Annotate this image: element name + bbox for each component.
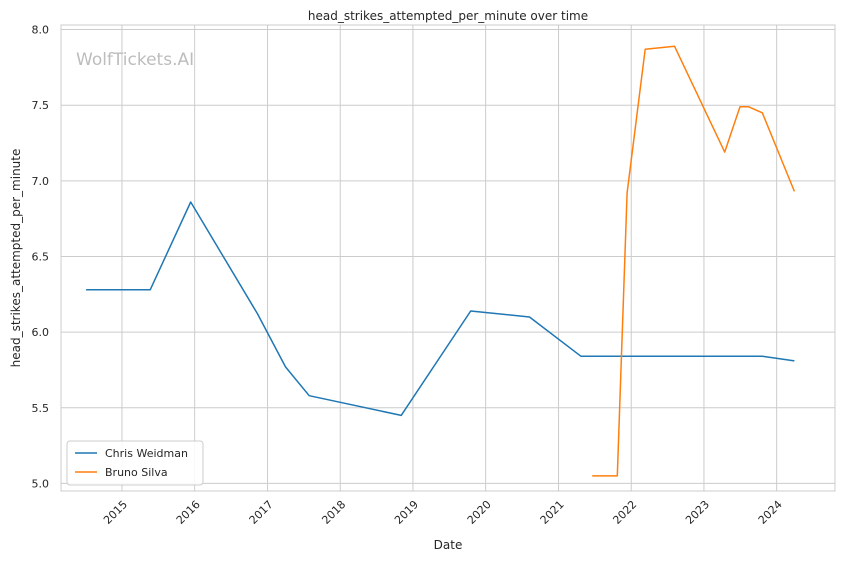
- legend-label-bruno-silva: Bruno Silva: [105, 466, 168, 479]
- y-axis-title: head_strikes_attempted_per_minute: [9, 149, 23, 368]
- y-tick-label: 7.0: [32, 175, 50, 188]
- y-tick-label: 7.5: [32, 99, 50, 112]
- grid-lines: [61, 25, 835, 491]
- y-tick-label: 5.5: [32, 402, 50, 415]
- watermark-text: WolfTickets.AI: [76, 50, 194, 70]
- series-line-chris-weidman: [86, 201, 795, 417]
- legend-label-chris-weidman: Chris Weidman: [105, 447, 188, 460]
- series-lines: [86, 45, 796, 477]
- legend-box: [66, 440, 204, 486]
- plot-frame: [60, 24, 836, 492]
- y-tick-labels: 5.0 5.5 6.0 6.5 7.0 7.5 8.0: [32, 24, 50, 491]
- y-tick-label: 6.0: [32, 326, 50, 339]
- y-tick-label: 8.0: [32, 24, 50, 37]
- y-tick-label: 5.0: [32, 477, 50, 490]
- chart-title: head_strikes_attempted_per_minute over t…: [308, 9, 588, 23]
- series-line-bruno-silva: [592, 45, 796, 477]
- x-axis-title: Date: [434, 538, 463, 552]
- legend: Chris Weidman Bruno Silva: [66, 440, 204, 486]
- y-tick-label: 6.5: [32, 250, 50, 263]
